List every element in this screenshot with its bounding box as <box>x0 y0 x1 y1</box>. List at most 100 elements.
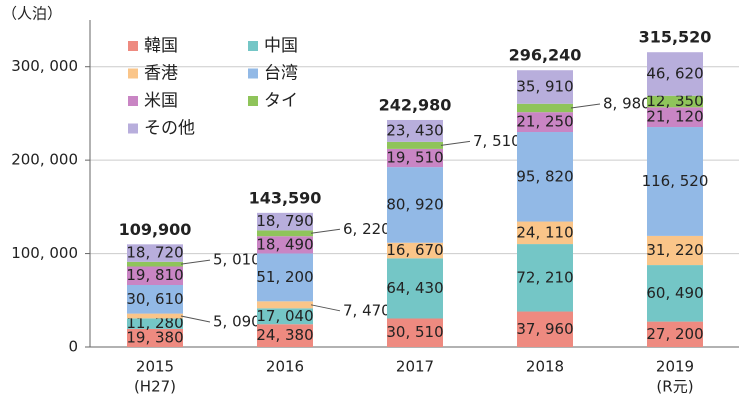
data-label: 8, 980 <box>603 94 651 112</box>
leader-line <box>310 228 341 234</box>
bar-segment <box>387 318 443 347</box>
data-label: 5, 090 <box>213 312 261 330</box>
data-label: 12, 350 <box>646 92 703 110</box>
legend-swatch <box>248 96 258 106</box>
data-label: 64, 430 <box>386 279 443 297</box>
legend-label: 中国 <box>264 36 298 56</box>
bar-segment <box>387 119 443 142</box>
leader-line <box>180 259 211 265</box>
total-label: 109,900 <box>119 220 192 239</box>
data-label: 72, 210 <box>516 268 573 286</box>
bar-segment <box>647 52 703 96</box>
bar-segment <box>257 308 313 325</box>
data-label: 35, 910 <box>516 78 573 96</box>
data-label: 60, 490 <box>646 284 703 302</box>
bar-segment <box>647 321 703 347</box>
bar-segment <box>517 244 573 312</box>
leader-line <box>180 315 211 323</box>
bar-segment <box>647 95 703 108</box>
data-label: 46, 620 <box>646 64 703 82</box>
x-tick-label: 2019 <box>656 358 694 376</box>
bar-segment <box>257 301 313 309</box>
y-axis-unit: （人泊） <box>2 5 62 23</box>
bar-segment <box>517 311 573 347</box>
x-tick-label: 2015 <box>136 358 174 376</box>
bar-segment <box>127 318 183 329</box>
data-label: 24, 110 <box>516 223 573 241</box>
data-label: 24, 380 <box>256 326 313 344</box>
total-label: 242,980 <box>379 95 452 114</box>
total-label: 296,240 <box>509 46 582 65</box>
legend-swatch <box>248 41 258 51</box>
bar-segment <box>257 253 313 302</box>
data-label: 18, 490 <box>256 235 313 253</box>
data-label: 30, 510 <box>386 323 443 341</box>
data-label: 19, 380 <box>126 328 183 346</box>
leader-line <box>440 140 471 146</box>
leader-line <box>570 103 601 109</box>
y-tick-label: 200, 000 <box>11 151 78 169</box>
bar-segment <box>127 266 183 286</box>
data-label: 17, 040 <box>256 307 313 325</box>
bar-segment <box>517 70 573 104</box>
bar-segment <box>127 261 183 267</box>
bar-segment <box>387 258 443 319</box>
x-tick-label: 2018 <box>526 358 564 376</box>
bar-segment <box>517 103 573 113</box>
y-tick-label: 0 <box>68 338 78 356</box>
legend-label: 香港 <box>144 64 178 84</box>
data-label: 18, 790 <box>256 212 313 230</box>
data-label: 21, 120 <box>646 108 703 126</box>
bar-segment <box>127 244 183 262</box>
bar-segment <box>127 285 183 314</box>
legend-swatch <box>128 96 138 106</box>
data-label: 23, 430 <box>386 121 443 139</box>
bar-segment <box>257 230 313 237</box>
data-label: 5, 010 <box>213 251 261 269</box>
total-label: 143,590 <box>249 188 322 207</box>
x-tick-label: 2016 <box>266 358 304 376</box>
legend-swatch <box>128 68 138 79</box>
bar-segment <box>387 141 443 149</box>
bar-segment <box>517 221 573 245</box>
data-label: 116, 520 <box>642 172 709 190</box>
bar-segment <box>647 127 703 236</box>
bar-segment <box>517 132 573 222</box>
legend-swatch <box>128 123 138 134</box>
legend-label: その他 <box>144 119 195 139</box>
bar-segment <box>387 167 443 243</box>
y-tick-label: 300, 000 <box>11 57 78 75</box>
data-label: 18, 720 <box>126 244 183 262</box>
data-label: 21, 250 <box>516 113 573 131</box>
data-label: 51, 200 <box>256 268 313 286</box>
data-label: 27, 200 <box>646 325 703 343</box>
legend-label: タイ <box>264 91 298 111</box>
data-label: 19, 810 <box>126 266 183 284</box>
bar-segment <box>127 328 183 347</box>
data-label: 6, 220 <box>343 220 391 238</box>
legend-label: 韓国 <box>144 36 178 56</box>
data-label: 30, 610 <box>126 290 183 308</box>
data-label: 31, 220 <box>646 241 703 259</box>
leader-line <box>310 304 341 312</box>
legend-label: 米国 <box>144 91 178 111</box>
bar-segment <box>387 242 443 259</box>
bar-segment <box>647 265 703 322</box>
legend-swatch <box>248 68 258 79</box>
bar-segment <box>257 324 313 347</box>
data-label: 37, 960 <box>516 320 573 338</box>
legend-swatch <box>128 41 138 51</box>
bar-segment <box>257 212 313 231</box>
bar-segment <box>517 112 573 133</box>
x-tick-note: (H27) <box>134 378 176 396</box>
data-label: 16, 670 <box>386 241 443 259</box>
data-label: 7, 510 <box>473 132 521 150</box>
data-label: 11, 280 <box>126 314 183 332</box>
bar-segment <box>647 107 703 128</box>
data-label: 80, 920 <box>386 195 443 213</box>
data-label: 7, 470 <box>343 301 391 319</box>
bar-segment <box>127 313 183 319</box>
y-tick-label: 100, 000 <box>11 244 78 262</box>
data-label: 95, 820 <box>516 167 573 185</box>
